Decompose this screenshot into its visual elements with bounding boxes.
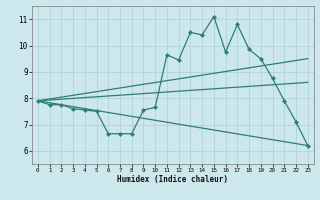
X-axis label: Humidex (Indice chaleur): Humidex (Indice chaleur) (117, 175, 228, 184)
